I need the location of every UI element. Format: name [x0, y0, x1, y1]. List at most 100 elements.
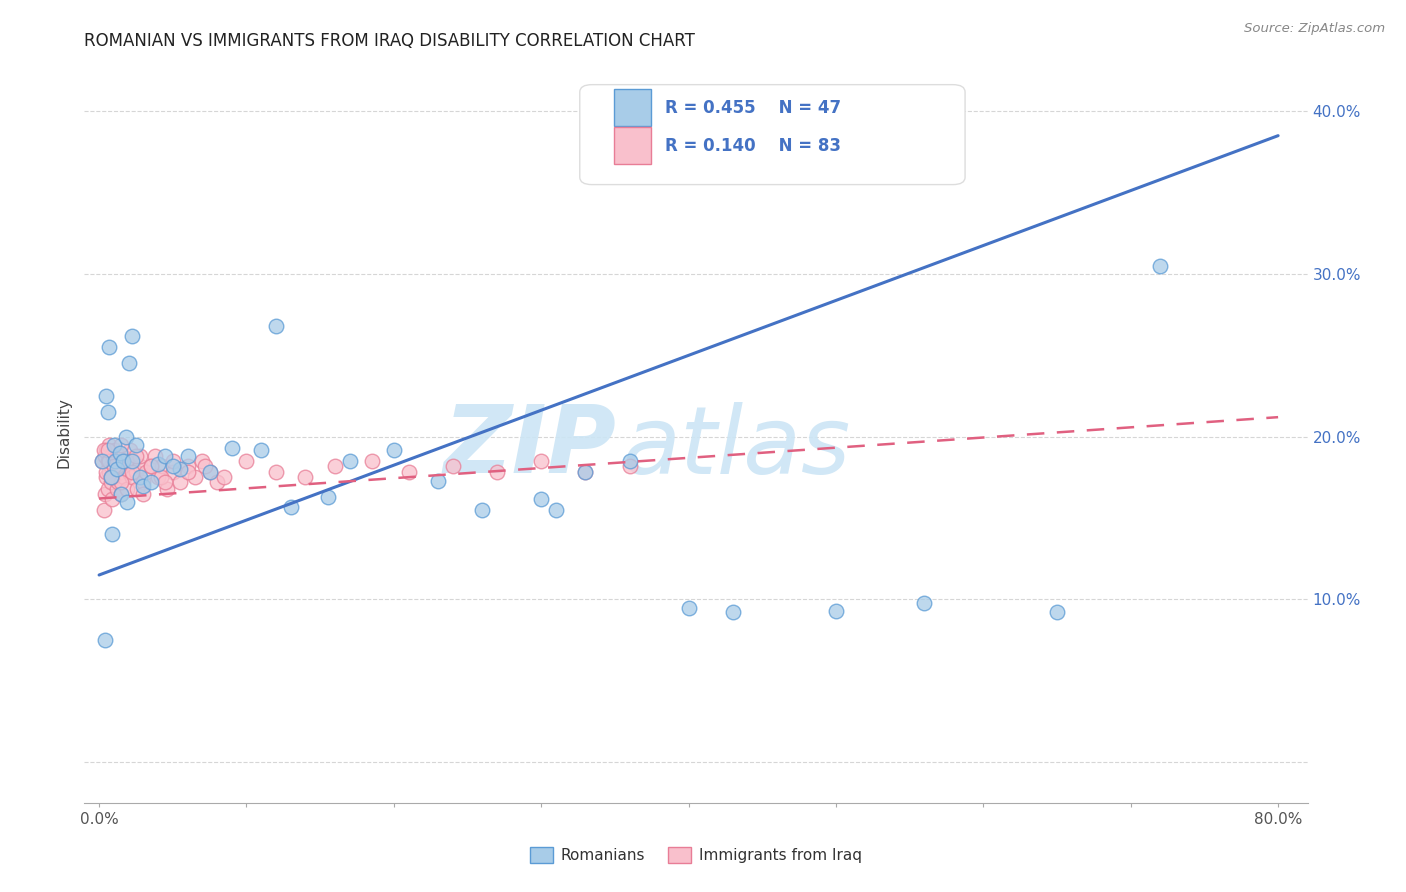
- Point: [162, 466, 184, 480]
- FancyBboxPatch shape: [614, 89, 651, 126]
- Point: [101, 491, 124, 506]
- Point: [155, 449, 177, 463]
- Point: [339, 454, 361, 468]
- Point: [194, 458, 217, 473]
- Text: ZIP: ZIP: [443, 401, 616, 493]
- Point: [129, 449, 152, 463]
- Point: [721, 606, 744, 620]
- Point: [94, 633, 117, 648]
- Point: [205, 475, 228, 490]
- Point: [471, 503, 494, 517]
- Point: [97, 482, 120, 496]
- Point: [93, 442, 115, 457]
- Point: [98, 466, 121, 480]
- Point: [108, 466, 131, 480]
- Point: [264, 466, 287, 480]
- Text: R = 0.140    N = 83: R = 0.140 N = 83: [665, 136, 841, 155]
- Point: [110, 458, 132, 473]
- Point: [912, 596, 935, 610]
- Point: [121, 328, 143, 343]
- Point: [108, 446, 131, 460]
- Point: [100, 470, 122, 484]
- Text: Source: ZipAtlas.com: Source: ZipAtlas.com: [1244, 22, 1385, 36]
- Point: [1149, 259, 1171, 273]
- Point: [122, 454, 145, 468]
- Point: [619, 454, 641, 468]
- Point: [129, 458, 152, 473]
- Point: [250, 442, 273, 457]
- Point: [530, 454, 553, 468]
- Point: [94, 486, 117, 500]
- Point: [110, 475, 132, 490]
- Point: [111, 449, 134, 463]
- Point: [121, 470, 143, 484]
- Point: [117, 466, 139, 480]
- Point: [103, 454, 125, 468]
- Point: [235, 454, 257, 468]
- Point: [139, 458, 162, 473]
- Point: [127, 482, 149, 496]
- Point: [110, 486, 132, 500]
- Point: [121, 454, 143, 468]
- Point: [280, 500, 302, 514]
- Point: [107, 449, 129, 463]
- Point: [146, 458, 169, 472]
- Point: [104, 442, 127, 457]
- Point: [93, 503, 115, 517]
- Point: [132, 475, 155, 490]
- Point: [110, 486, 132, 500]
- Point: [115, 482, 138, 496]
- Point: [191, 454, 214, 468]
- Point: [574, 466, 596, 480]
- Point: [184, 470, 207, 484]
- Legend: Romanians, Immigrants from Iraq: Romanians, Immigrants from Iraq: [524, 841, 868, 869]
- Point: [132, 486, 155, 500]
- Point: [105, 482, 128, 496]
- Point: [125, 466, 148, 480]
- Point: [146, 470, 169, 484]
- Point: [176, 458, 198, 473]
- Point: [169, 475, 191, 490]
- Point: [176, 449, 198, 463]
- Point: [105, 462, 128, 476]
- Point: [94, 449, 117, 463]
- Point: [104, 454, 127, 468]
- Point: [544, 503, 567, 517]
- Point: [198, 466, 221, 480]
- Point: [221, 441, 243, 455]
- Point: [214, 470, 236, 484]
- Point: [398, 466, 420, 480]
- Point: [294, 470, 316, 484]
- Point: [111, 454, 134, 468]
- Point: [139, 475, 162, 490]
- Point: [101, 470, 124, 484]
- Point: [441, 458, 464, 473]
- Point: [135, 466, 157, 480]
- Point: [162, 454, 184, 468]
- Point: [1046, 606, 1069, 620]
- Point: [103, 470, 125, 484]
- Point: [100, 470, 122, 484]
- Point: [619, 458, 641, 473]
- Text: ROMANIAN VS IMMIGRANTS FROM IRAQ DISABILITY CORRELATION CHART: ROMANIAN VS IMMIGRANTS FROM IRAQ DISABIL…: [84, 32, 695, 50]
- Point: [169, 462, 191, 476]
- Point: [114, 454, 136, 468]
- Point: [155, 475, 177, 490]
- Point: [114, 454, 136, 468]
- Point: [118, 442, 141, 457]
- Point: [530, 491, 553, 506]
- Point: [125, 438, 148, 452]
- Point: [117, 356, 139, 370]
- Point: [264, 319, 287, 334]
- FancyBboxPatch shape: [579, 85, 965, 185]
- Point: [98, 438, 121, 452]
- Text: R = 0.455    N = 47: R = 0.455 N = 47: [665, 99, 842, 117]
- Point: [162, 458, 184, 473]
- Point: [97, 454, 120, 468]
- Point: [91, 454, 114, 468]
- Point: [115, 495, 138, 509]
- Point: [96, 389, 118, 403]
- Point: [96, 466, 118, 480]
- Y-axis label: Disability: Disability: [56, 397, 72, 468]
- Point: [105, 458, 128, 473]
